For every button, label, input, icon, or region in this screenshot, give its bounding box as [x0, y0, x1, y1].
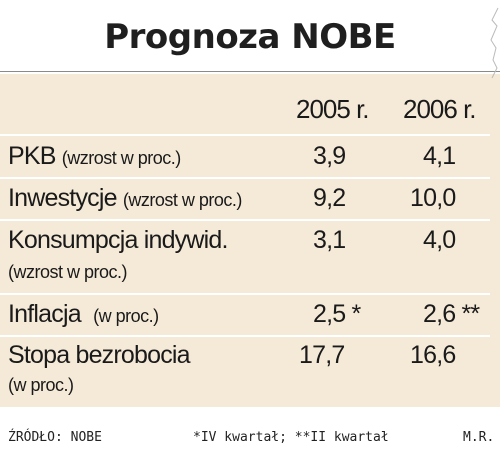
source-note: ŹRÓDŁO: NOBE	[8, 430, 102, 445]
row-qualifier: (wzrost w proc.)	[122, 190, 243, 210]
row-qualifier: (w proc.)	[8, 375, 74, 395]
row-qualifier: (wzrost w proc.)	[61, 148, 182, 168]
row-divider	[0, 177, 490, 179]
row-divider	[0, 134, 490, 136]
value-2006: 4,0	[423, 226, 456, 254]
header-row: 2005 r. 2006 r.	[0, 74, 500, 134]
value-2005: 17,7	[299, 341, 345, 369]
row-label: PKB (wzrost w proc.)	[8, 142, 182, 170]
table-title: Prognoza NOBE	[104, 17, 396, 57]
table-row-stopa-bezrobocia: Stopa bezrobocia (w proc.) 17,7 16,6	[0, 335, 500, 407]
title-divider	[0, 71, 500, 72]
row-label: Inwestycje (wzrost w proc.)	[8, 184, 243, 212]
row-label: Inflacja (w proc.)	[8, 300, 159, 328]
row-label: Konsumpcja indywid.	[8, 226, 228, 254]
row-divider	[0, 293, 490, 295]
value-2005: 3,9	[313, 142, 346, 170]
value-2005: 3,1	[313, 226, 346, 254]
column-header-2005: 2005 r.	[296, 94, 370, 124]
row-qualifier: (w proc.)	[93, 306, 159, 326]
footnote: *IV kwartał; **II kwartał	[193, 430, 389, 445]
forecast-table: 2005 r. 2006 r. PKB (wzrost w proc.) 3,9…	[0, 74, 500, 407]
row-divider	[0, 335, 490, 337]
table-row-inwestycje: Inwestycje (wzrost w proc.) 9,2 10,0	[0, 177, 500, 219]
table-row-inflacja: Inflacja (w proc.) 2,5 * 2,6 **	[0, 293, 500, 335]
value-2006: 2,6 **	[423, 300, 480, 328]
table-row-konsumpcja: Konsumpcja indywid. (wzrost w proc.) 3,1…	[0, 219, 500, 293]
value-2006: 4,1	[423, 142, 456, 170]
author-initials: M.R.	[463, 430, 495, 445]
row-divider	[0, 219, 490, 221]
value-2006: 16,6	[410, 341, 456, 369]
edge-scribble-decoration	[490, 7, 499, 79]
value-2006: 10,0	[410, 184, 456, 212]
value-2005: 9,2	[313, 184, 346, 212]
value-2005: 2,5 *	[313, 300, 361, 328]
row-label: Stopa bezrobocia	[8, 341, 191, 369]
column-header-2006: 2006 r.	[403, 94, 477, 124]
row-qualifier: (wzrost w proc.)	[8, 262, 128, 282]
table-row-pkb: PKB (wzrost w proc.) 3,9 4,1	[0, 134, 500, 177]
